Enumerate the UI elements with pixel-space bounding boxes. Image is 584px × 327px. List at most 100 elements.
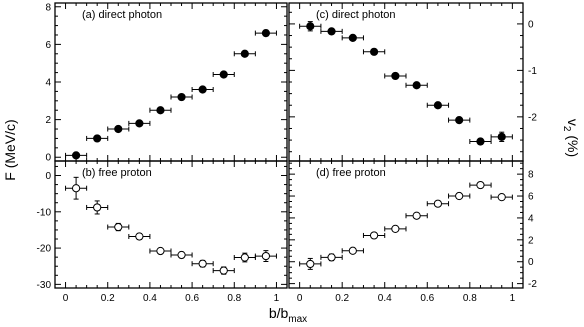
x-tick-label: 0.6: [185, 293, 199, 304]
data-point: [254, 250, 277, 263]
data-point: [384, 224, 407, 233]
data-marker: [219, 266, 228, 275]
data-marker: [219, 70, 228, 79]
panel-a-frame: [54, 2, 288, 162]
y-tick-label: -20: [37, 244, 52, 255]
data-point: [426, 199, 450, 208]
data-point: [128, 119, 151, 128]
panel-a: 0 2 4 6 8 (a) direct photon: [45, 2, 288, 164]
y-tick-label: 4: [45, 78, 51, 89]
data-point: [170, 92, 193, 102]
data-marker: [412, 81, 421, 90]
data-point: [191, 259, 214, 268]
data-point: [320, 253, 343, 262]
data-marker: [156, 246, 165, 256]
data-marker: [156, 106, 165, 115]
data-point: [107, 124, 130, 134]
data-marker: [369, 231, 379, 240]
data-marker: [369, 47, 379, 56]
data-marker: [476, 180, 485, 190]
y-tick-label: 0: [528, 257, 534, 268]
data-point: [86, 134, 109, 143]
data-marker: [135, 119, 144, 128]
data-marker: [135, 232, 144, 241]
x-tick-label: 0.8: [227, 293, 241, 304]
data-marker: [497, 132, 506, 141]
y-tick-label: 8: [45, 2, 51, 13]
data-marker: [391, 224, 400, 233]
y-axis-title-right-unit: (%): [565, 131, 581, 157]
x-tick-label: 0.2: [335, 293, 349, 304]
data-point: [107, 222, 130, 232]
data-point: [254, 28, 277, 38]
x-axis-title-main: b/b: [269, 305, 289, 321]
data-marker: [455, 116, 464, 125]
data-point: [426, 101, 450, 110]
x-axis-title-subscript: max: [288, 314, 307, 325]
data-point: [212, 266, 235, 275]
x-tick-label: 0.4: [143, 293, 157, 304]
data-marker: [476, 137, 485, 146]
data-marker: [306, 259, 315, 269]
data-point: [362, 47, 386, 56]
data-marker: [93, 203, 102, 212]
data-point: [384, 71, 407, 81]
data-marker: [177, 92, 186, 102]
data-point: [490, 193, 513, 202]
panel-c-frame: [288, 2, 524, 162]
data-marker: [412, 211, 421, 220]
y-tick-label: 2: [528, 235, 534, 246]
data-point: [65, 151, 88, 160]
x-tick-label: 0.4: [378, 293, 392, 304]
data-marker: [240, 49, 249, 58]
data-marker: [261, 28, 271, 38]
data-point: [341, 246, 364, 255]
panel-b: 0 0.2 0.4 0.6 0.8 1 0 -10 -20 -30 (b) free proton: [37, 160, 288, 304]
data-point: [299, 21, 322, 32]
y-tick-label: 6: [528, 192, 534, 203]
data-marker: [306, 22, 315, 31]
y-axis-title-right-subscript: 2: [561, 126, 572, 132]
data-point: [212, 70, 235, 79]
panel-b-label: (b) free proton: [82, 167, 152, 179]
data-marker: [240, 253, 249, 262]
panel-c: 0 -1 -2 (c) direct photon: [288, 2, 537, 162]
x-tick-label: 0.6: [420, 293, 434, 304]
y-tick-label: -30: [37, 280, 52, 291]
data-point: [149, 246, 172, 256]
x-tick-label: 0: [297, 293, 303, 304]
x-tick-label: 1: [510, 293, 516, 304]
data-point: [233, 49, 256, 58]
panel-a-label: (a) direct photon: [82, 9, 162, 21]
data-marker: [327, 253, 336, 262]
data-point: [86, 200, 109, 215]
data-marker: [71, 184, 81, 193]
data-point: [299, 257, 322, 270]
y-tick-label: 0: [45, 153, 51, 164]
data-point: [469, 180, 492, 190]
data-marker: [348, 33, 357, 42]
data-marker: [433, 199, 443, 208]
data-point: [128, 232, 151, 241]
panel-d-frame: [288, 160, 524, 289]
data-point: [233, 252, 256, 263]
y-tick-label: 0: [45, 171, 51, 182]
data-point: [170, 250, 193, 260]
x-tick-label: 0: [63, 293, 69, 304]
data-marker: [114, 124, 123, 134]
data-point: [405, 81, 428, 90]
data-marker: [71, 151, 81, 160]
data-point: [149, 106, 172, 115]
data-point: [362, 231, 386, 240]
data-marker: [327, 27, 336, 36]
data-marker: [433, 101, 443, 110]
y-axis-title-right: v2 (%): [561, 119, 581, 157]
x-tick-label: 0.8: [463, 293, 477, 304]
y-tick-label: 6: [45, 40, 51, 51]
data-marker: [455, 191, 464, 201]
panel-d: 0 0.2 0.4 0.6 0.8 1 -2 0 2 4 6 8 (d) free proton: [288, 160, 537, 304]
data-marker: [261, 251, 271, 261]
data-point: [469, 137, 492, 146]
data-marker: [114, 222, 123, 232]
